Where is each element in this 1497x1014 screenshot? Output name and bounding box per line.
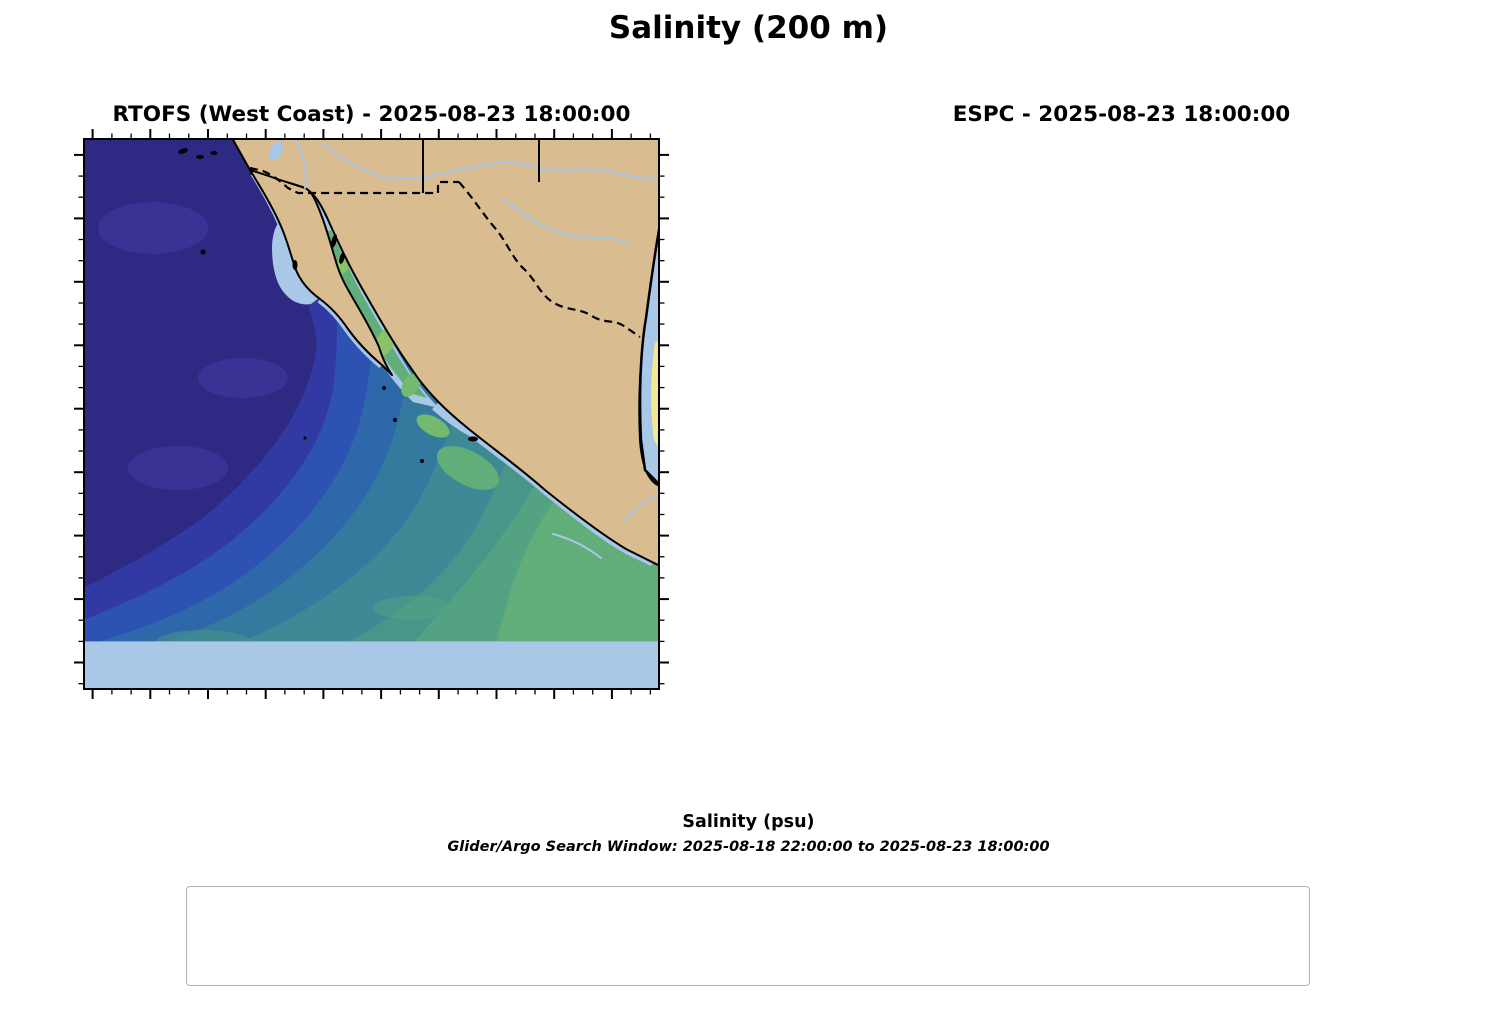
panel-title-espc: ESPC - 2025-08-23 18:00:00 — [952, 102, 1291, 127]
gulf-of-california — [299, 188, 439, 408]
state-borders — [422, 138, 540, 193]
baja-california — [249, 169, 393, 376]
map-canvas — [83, 138, 660, 690]
map-panel-espc: ESPC - 2025-08-23 18:00:00 — [833, 102, 1410, 690]
rio-grande-border — [458, 181, 641, 338]
figure-title: Salinity (200 m) — [608, 10, 889, 46]
islands — [178, 148, 478, 463]
search-window-subtitle: Glider/Argo Search Window: 2025-08-18 22… — [447, 839, 1050, 855]
map-panel-rtofs: RTOFS (West Coast) - 2025-08-23 18:00:00 — [74, 102, 669, 699]
axis-ticks — [74, 129, 669, 699]
colorbar — [50, 750, 1446, 790]
colorbar-label: Salinity (psu) — [682, 812, 815, 832]
panel-title-rtofs: RTOFS (West Coast) - 2025-08-23 18:00:00 — [112, 102, 631, 127]
rtofs-nodata-band — [83, 641, 660, 690]
legend-box — [186, 886, 1310, 986]
ocean-base — [83, 138, 660, 690]
gulf-of-mexico — [638, 223, 660, 487]
us-mexico-border — [249, 166, 459, 195]
vizcaino-shallow — [272, 222, 319, 305]
mainland — [231, 138, 660, 567]
